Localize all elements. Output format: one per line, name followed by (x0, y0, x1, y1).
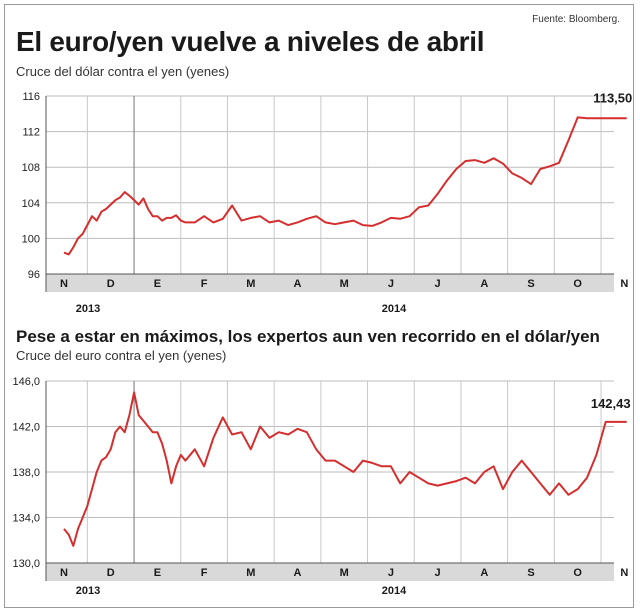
y-tick-label: 134,0 (12, 513, 40, 525)
x-tick-label: A (294, 567, 302, 579)
y-tick-label: 130,0 (12, 558, 40, 570)
y-tick-label: 138,0 (12, 467, 40, 479)
x-tick-label: N (60, 567, 68, 579)
x-tick-label: M (340, 567, 349, 579)
end-value-label: 142,43 (591, 396, 631, 411)
x-tick-label: J (435, 567, 441, 579)
y-tick-label: 142,0 (12, 422, 40, 434)
year-label: 2013 (76, 585, 100, 597)
x-tick-label: E (154, 567, 161, 579)
x-tick-label: F (201, 567, 208, 579)
x-tick-label: N (620, 567, 628, 579)
series-line (64, 392, 627, 546)
x-tick-label: M (246, 567, 255, 579)
x-tick-label: A (480, 567, 488, 579)
x-tick-label: J (388, 567, 394, 579)
x-tick-label: S (527, 567, 534, 579)
y-tick-label: 146,0 (12, 376, 40, 388)
x-tick-label: D (107, 567, 115, 579)
year-label: 2014 (382, 585, 407, 597)
x-tick-label: O (573, 567, 582, 579)
